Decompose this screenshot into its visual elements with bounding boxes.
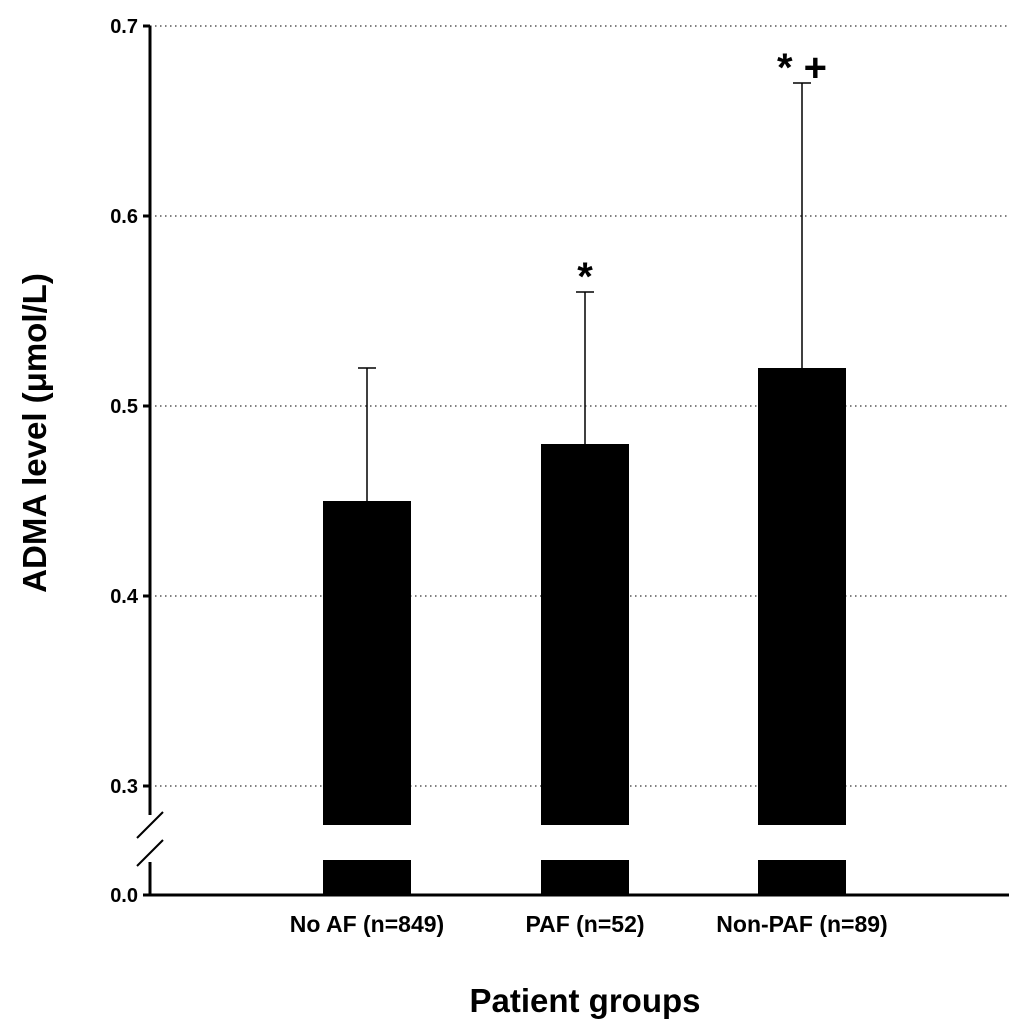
x-category-label-0: No AF (n=849) — [290, 911, 444, 937]
bars — [323, 82, 846, 895]
bar-2 — [758, 368, 846, 825]
bar-0 — [323, 501, 411, 825]
x-category-label-2: Non-PAF (n=89) — [716, 911, 887, 937]
significance-mark-1: * — [577, 255, 593, 299]
y-tick-label-3: 0.6 — [110, 206, 138, 228]
bar-1 — [541, 444, 629, 825]
y-tick-label-baseline: 0.0 — [110, 885, 138, 907]
y-tick-label-4: 0.7 — [110, 16, 138, 38]
x-category-label-1: PAF (n=52) — [525, 911, 644, 937]
axis-break-mark-upper — [136, 811, 164, 839]
grid-lines — [150, 25, 1009, 787]
y-axis-title: ADMA level (μmol/L) — [16, 273, 53, 593]
y-tick-label-2: 0.5 — [110, 396, 138, 418]
x-axis-title: Patient groups — [469, 982, 700, 1019]
y-tick-label-0: 0.3 — [110, 776, 138, 798]
bar-stub-2 — [758, 860, 846, 895]
axis-break-mark-lower — [136, 839, 164, 867]
bar-stub-0 — [323, 860, 411, 895]
bar-stub-1 — [541, 860, 629, 895]
y-tick-label-1: 0.4 — [110, 586, 139, 608]
labels: 0.3 0.4 0.5 0.6 0.7 0.0 No AF (n=849) * PAF (n=5… — [16, 16, 888, 1019]
significance-mark-2: * + — [777, 46, 827, 90]
